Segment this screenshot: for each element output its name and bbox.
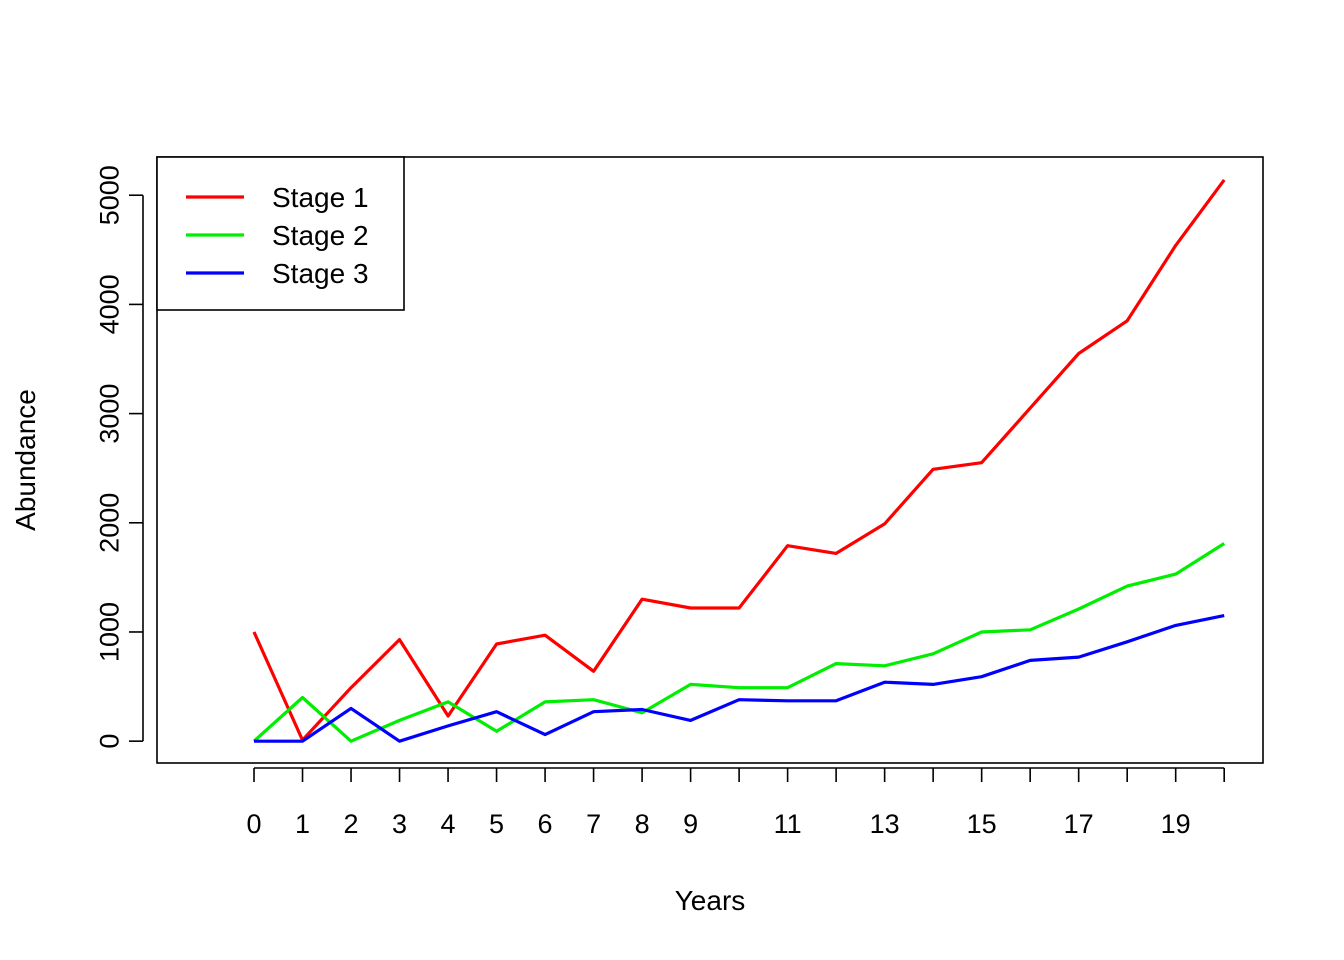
x-tick-label: 6	[538, 809, 553, 839]
series-line-stage-3	[254, 614, 1225, 743]
x-tick-label: 5	[489, 809, 504, 839]
x-tick-label: 1	[295, 809, 310, 839]
plot-frame	[156, 156, 1264, 764]
x-tick-label: 17	[1064, 809, 1094, 839]
x-tick-label: 0	[247, 809, 262, 839]
y-tick-label: 3000	[94, 384, 124, 444]
y-tick-label: 2000	[94, 493, 124, 553]
y-tick-label: 1000	[94, 602, 124, 662]
series-line-stage-2	[252, 542, 1226, 743]
y-tick-label: 5000	[94, 165, 124, 225]
legend: Stage 1 Stage 2 Stage 3	[156, 156, 405, 311]
x-tick-label: 11	[774, 809, 802, 839]
y-axis: 0 1000 2000 3000 4000 5000	[94, 165, 144, 749]
series-line-stage-1	[252, 178, 1226, 742]
series-layer	[252, 178, 1226, 743]
x-tick-label: 8	[635, 809, 650, 839]
y-tick-label: 0	[94, 734, 124, 749]
x-tick-label: 3	[392, 809, 407, 839]
y-axis-title: Abundance	[10, 389, 41, 531]
y-tick-label: 4000	[94, 274, 124, 334]
legend-label-stage-1: Stage 1	[272, 182, 369, 213]
x-axis: 0 1 2 3 4 5 6 7 8 9 11 13 15 17 19	[247, 767, 1225, 839]
x-tick-label: 19	[1161, 809, 1191, 839]
legend-label-stage-2: Stage 2	[272, 220, 369, 251]
legend-label-stage-3: Stage 3	[272, 258, 369, 289]
x-tick-label: 13	[870, 809, 900, 839]
x-tick-label: 15	[967, 809, 997, 839]
x-axis-title: Years	[675, 885, 746, 916]
x-tick-label: 9	[683, 809, 698, 839]
x-tick-label: 2	[344, 809, 359, 839]
x-tick-label: 7	[586, 809, 601, 839]
x-tick-label: 4	[441, 809, 456, 839]
